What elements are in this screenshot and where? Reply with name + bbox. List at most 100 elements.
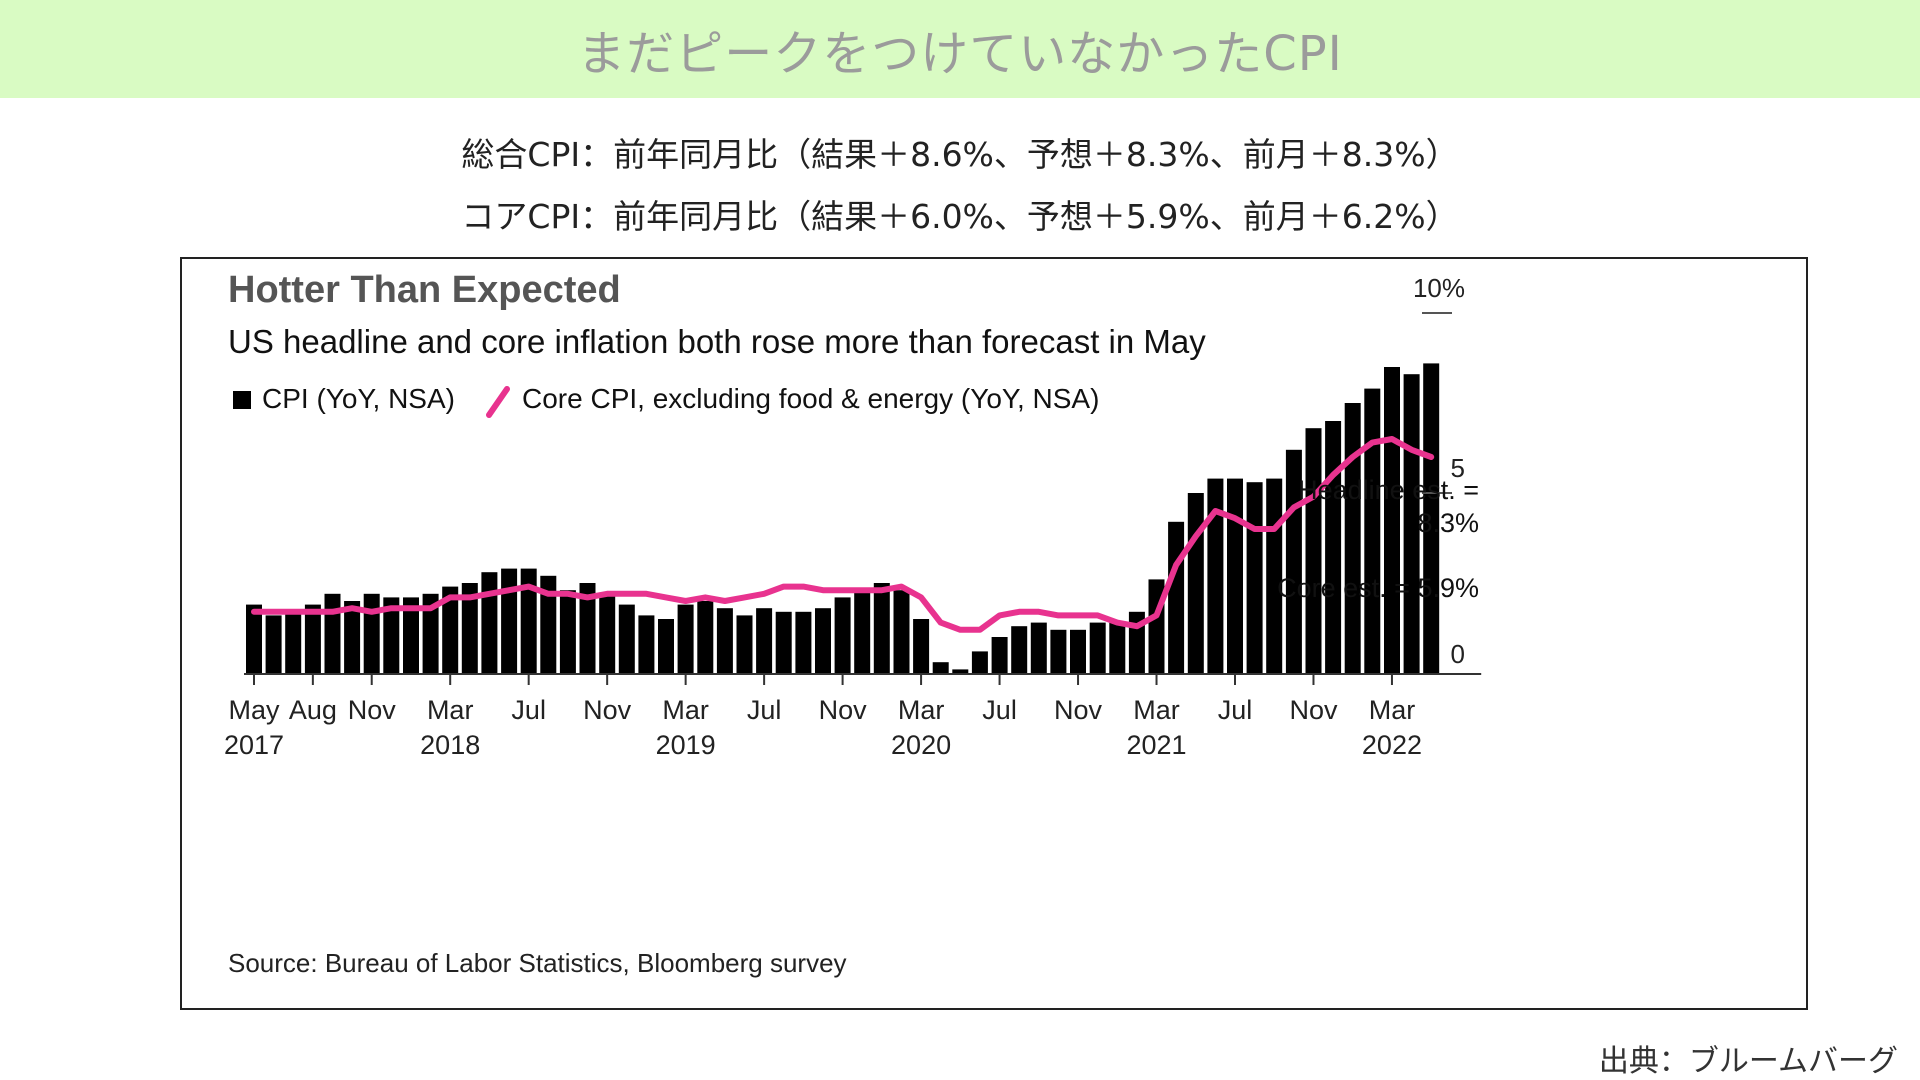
cpi-bar-2022-03 (1384, 367, 1400, 673)
x-tick-label: Jul (747, 695, 782, 725)
x-tick-label: Nov (1054, 695, 1103, 725)
cpi-bar-2019-03 (677, 604, 694, 673)
source-credit: 出典：ブルームバーグ (1598, 1044, 1898, 1079)
x-tick-label: Nov (583, 695, 632, 725)
y-tick-label: 5 (1451, 453, 1465, 483)
cpi-bar-2020-09 (1030, 622, 1047, 673)
cpi-bar-2020-04 (932, 662, 949, 673)
cpi-bar-2018-08 (540, 575, 557, 673)
x-tick-year-label: 2020 (891, 730, 951, 760)
cpi-bar-2020-05 (952, 669, 969, 673)
chart-source: Source: Bureau of Labor Statistics, Bloo… (228, 948, 847, 978)
cpi-bar-2021-11 (1305, 428, 1322, 673)
y-axis-ticks: 0 5 10% (1413, 273, 1465, 669)
y-tick-label: 0 (1451, 639, 1465, 669)
cpi-bar-2022-05 (1423, 363, 1440, 673)
cpi-chart: Hotter Than Expected US headline and cor… (224, 269, 1482, 978)
legend-cpi-label: CPI (YoY, NSA) (262, 383, 455, 414)
cpi-bar-2019-02 (658, 619, 674, 673)
chart-title: Hotter Than Expected (228, 269, 621, 311)
page-title: まだピークをつけていなかったCPI (577, 26, 1343, 82)
cpi-bar-2021-08 (1246, 482, 1263, 673)
x-tick-label: May (228, 695, 280, 725)
cpi-bar-2017-11 (363, 593, 380, 673)
core-estimate-annotation: Core est. = 5.9% (1277, 573, 1479, 603)
cpi-bar-2019-07 (756, 608, 773, 673)
chart-subtitle: US headline and core inflation both rose… (228, 323, 1206, 360)
cpi-bar-2018-11 (599, 593, 616, 673)
x-tick-label: Aug (289, 695, 337, 725)
cpi-bar-2020-10 (1050, 629, 1067, 673)
cpi-bar-2020-02 (893, 590, 910, 673)
summary-core-cpi: コアCPI：前年同月比（結果＋6.0%、予想＋5.9%、前月＋6.2%） (461, 197, 1459, 236)
cpi-bar-2018-12 (618, 604, 635, 673)
cpi-bar-2021-04 (1168, 521, 1185, 673)
cpi-bar-2020-03 (913, 619, 930, 673)
x-tick-year-label: 2021 (1126, 730, 1186, 760)
legend-core-swatch (486, 386, 510, 418)
cpi-bar-2020-12 (1089, 622, 1106, 673)
x-tick-label: Mar (662, 695, 709, 725)
cpi-bar-2020-11 (1070, 629, 1086, 673)
headline-estimate-annotation-line2: 8.3% (1417, 508, 1479, 538)
cpi-bar-2018-09 (559, 590, 576, 673)
cpi-bar-2022-02 (1364, 388, 1381, 673)
x-tick-label: Nov (348, 695, 397, 725)
cpi-bar-2019-11 (834, 597, 851, 673)
cpi-bar-2017-09 (324, 593, 341, 673)
x-tick-label: Jul (511, 695, 546, 725)
cpi-bar-2018-06 (501, 568, 518, 673)
cpi-bar-2018-03 (442, 586, 459, 673)
cpi-bar-2021-01 (1109, 622, 1126, 673)
cpi-bar-2021-05 (1187, 493, 1204, 673)
cpi-bar-2019-05 (716, 608, 733, 673)
cpi-bar-2019-12 (854, 590, 871, 673)
cpi-bar-2018-01 (403, 597, 419, 673)
cpi-bar-2021-12 (1325, 421, 1342, 673)
cpi-bar-2017-06 (265, 615, 282, 673)
cpi-bar-2019-10 (815, 608, 831, 673)
core-cpi-line (251, 436, 1435, 633)
cpi-bar-2019-08 (775, 611, 792, 673)
x-tick-label: Nov (1289, 695, 1338, 725)
x-tick-year-label: 2019 (656, 730, 716, 760)
cpi-bar-2022-01 (1344, 403, 1361, 673)
x-tick-label: Nov (819, 695, 868, 725)
cpi-bar-2019-04 (697, 601, 714, 673)
cpi-bar-2018-02 (422, 593, 439, 673)
legend-cpi-swatch (233, 391, 251, 409)
summary-headline-cpi: 総合CPI：前年同月比（結果＋8.6%、予想＋8.3%、前月＋8.3%） (461, 135, 1459, 174)
cpi-bar-2017-10 (344, 601, 361, 673)
cpi-bar-2019-09 (795, 611, 812, 673)
legend-core-label: Core CPI, excluding food & energy (YoY, … (522, 383, 1099, 414)
headline-estimate-annotation-line1: Headline est. = (1298, 475, 1479, 505)
x-tick-label: Mar (1133, 695, 1180, 725)
x-tick-label: Mar (427, 695, 474, 725)
x-tick-year-label: 2017 (224, 730, 284, 760)
cpi-bar-2020-06 (971, 651, 988, 673)
cpi-bar-2017-07 (285, 611, 302, 673)
x-tick-label: Jul (1218, 695, 1253, 725)
cpi-bar-2018-07 (520, 568, 537, 673)
cpi-bar-2018-05 (481, 572, 498, 673)
x-tick-label: Mar (1369, 695, 1416, 725)
cpi-bar-2021-06 (1207, 478, 1224, 673)
x-tick-year-label: 2022 (1362, 730, 1422, 760)
cpi-bar-2020-01 (873, 583, 890, 673)
cpi-bar-2019-06 (736, 615, 753, 673)
cpi-bar-2017-08 (304, 604, 321, 673)
cpi-bar-2020-08 (1011, 626, 1028, 673)
cpi-bar-2017-05 (246, 604, 262, 673)
x-tick-year-label: 2018 (420, 730, 480, 760)
cpi-bar-2019-01 (638, 615, 655, 673)
x-tick-label: Jul (982, 695, 1017, 725)
cpi-bar-2018-10 (579, 583, 596, 673)
cpi-bar-2020-07 (991, 637, 1008, 673)
chart-panel: Hotter Than Expected US headline and cor… (180, 257, 1808, 1010)
cpi-bar-2021-07 (1227, 478, 1243, 673)
title-banner: まだピークをつけていなかったCPI (0, 0, 1920, 98)
cpi-bar-2017-12 (383, 597, 400, 673)
x-tick-label: Mar (898, 695, 945, 725)
cpi-bar-2018-04 (461, 583, 478, 673)
